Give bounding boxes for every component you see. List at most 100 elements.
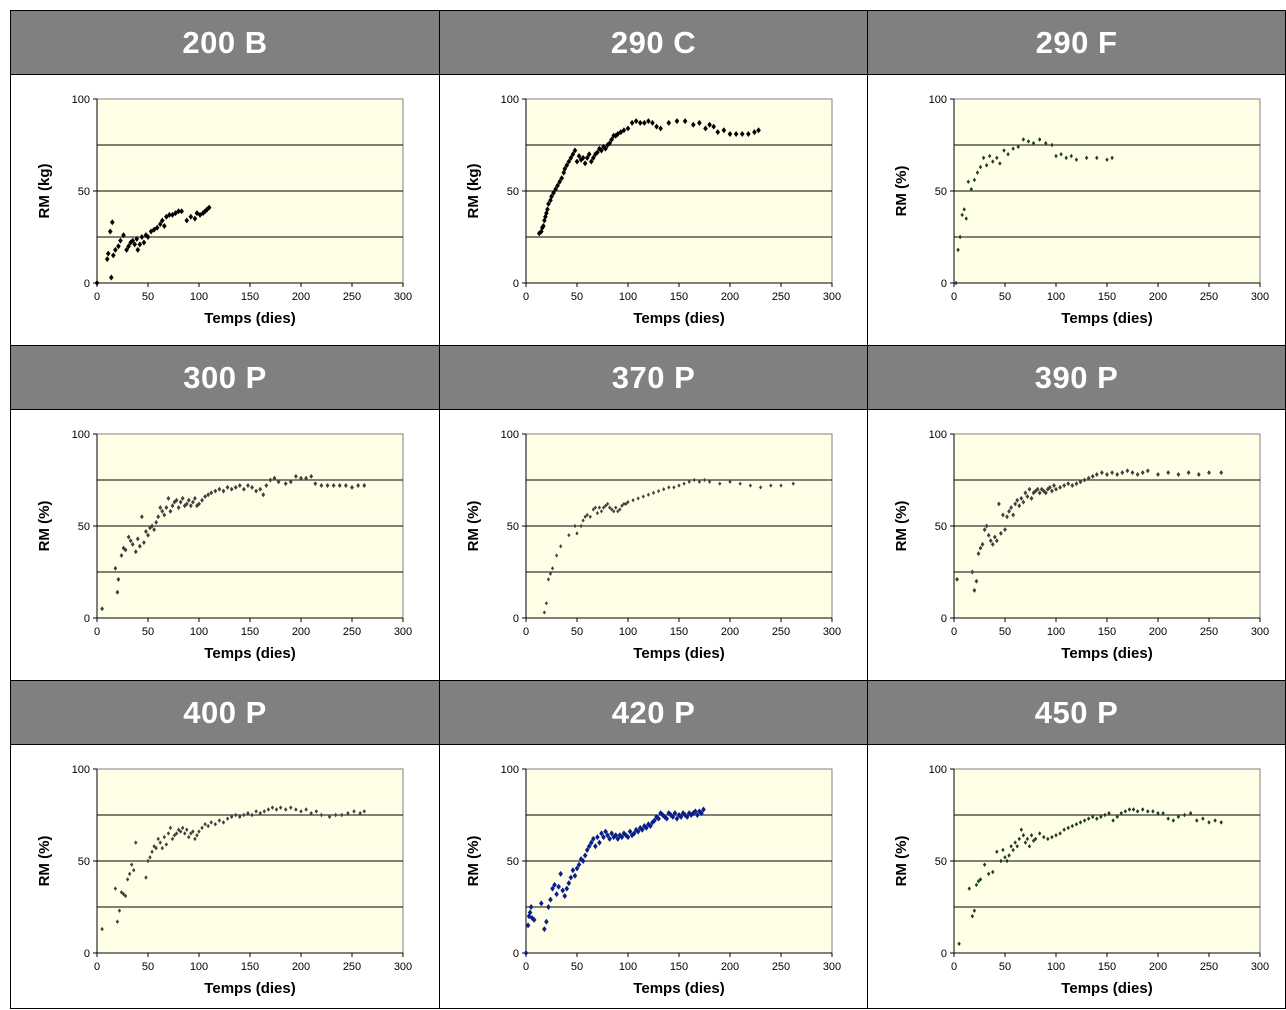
- data-point: [576, 861, 582, 868]
- data-point: [110, 219, 115, 226]
- x-axis-label: Temps (dies): [204, 310, 295, 327]
- x-axis-label: Temps (dies): [204, 645, 295, 662]
- data-point: [627, 828, 633, 835]
- data-point: [667, 485, 671, 490]
- data-point: [200, 210, 206, 217]
- data-point: [544, 918, 549, 925]
- data-point: [206, 204, 212, 211]
- y-tick-label: 0: [513, 948, 519, 960]
- x-tick-label: 0: [94, 291, 100, 303]
- data-point: [116, 576, 121, 582]
- data-point: [990, 541, 995, 547]
- data-point: [127, 871, 132, 877]
- data-point: [626, 500, 630, 505]
- x-tick-label: 100: [619, 961, 637, 973]
- data-point: [1031, 140, 1036, 146]
- data-point: [178, 499, 183, 505]
- scatter-chart: 0 50 100 150 200 250 300 0 50 100 Temps (dies) RM (…: [465, 429, 841, 662]
- data-point: [695, 812, 700, 818]
- data-point: [970, 569, 975, 575]
- data-point: [528, 904, 534, 910]
- data-point: [658, 125, 663, 132]
- data-point: [350, 484, 354, 490]
- data-point: [192, 215, 198, 222]
- x-axis-label: Temps (dies): [633, 645, 724, 662]
- data-point: [591, 507, 595, 512]
- data-point: [1017, 503, 1022, 509]
- data-point: [584, 846, 590, 853]
- data-point: [636, 496, 640, 501]
- data-point: [739, 130, 745, 137]
- y-axis-label: RM (%): [465, 836, 482, 887]
- data-point: [611, 834, 617, 841]
- data-point: [1003, 855, 1007, 860]
- x-tick-label: 0: [94, 961, 100, 973]
- data-point: [591, 154, 596, 161]
- data-point: [609, 830, 614, 837]
- data-point: [978, 164, 983, 170]
- data-point: [319, 812, 324, 818]
- data-point: [276, 479, 281, 485]
- data-point: [964, 216, 968, 221]
- x-tick-label: 300: [394, 626, 412, 638]
- data-point: [607, 835, 612, 842]
- data-point: [107, 228, 113, 235]
- data-point: [650, 819, 655, 826]
- x-tick-label: 250: [343, 291, 361, 303]
- x-tick-label: 250: [772, 291, 790, 303]
- x-tick-label: 200: [1149, 961, 1167, 973]
- data-point: [738, 481, 742, 486]
- data-point: [116, 243, 121, 250]
- data-point: [578, 156, 584, 163]
- data-point: [582, 852, 588, 859]
- data-point: [1015, 844, 1019, 849]
- data-point: [168, 825, 173, 831]
- data-point: [955, 576, 959, 582]
- x-tick-label: 150: [1098, 626, 1116, 638]
- data-point: [615, 835, 621, 842]
- data-point: [202, 208, 208, 215]
- chart-title: 450 P: [868, 681, 1285, 745]
- data-point: [1027, 486, 1032, 492]
- data-point: [299, 475, 303, 481]
- x-tick-label: 0: [523, 291, 529, 303]
- data-point: [646, 118, 651, 125]
- x-axis-label: Temps (dies): [1061, 645, 1152, 662]
- data-point: [1016, 144, 1020, 150]
- data-point: [170, 211, 175, 218]
- y-tick-label: 100: [72, 94, 90, 106]
- data-point: [662, 487, 666, 492]
- data-point: [690, 810, 696, 817]
- data-point: [1219, 470, 1224, 476]
- data-point: [610, 507, 614, 512]
- data-point: [333, 812, 338, 818]
- data-point: [582, 160, 588, 167]
- data-point: [94, 280, 100, 286]
- data-point: [1054, 486, 1058, 492]
- data-point: [1006, 151, 1010, 157]
- data-point: [309, 473, 314, 479]
- data-point: [1188, 810, 1193, 816]
- x-tick-label: 0: [951, 961, 957, 973]
- data-point: [666, 119, 672, 126]
- x-tick-label: 150: [1098, 291, 1116, 303]
- data-point: [162, 222, 167, 229]
- x-tick-label: 100: [619, 291, 637, 303]
- y-tick-label: 0: [941, 613, 947, 625]
- data-point: [1166, 816, 1170, 821]
- y-tick-label: 50: [78, 186, 90, 198]
- data-point: [552, 881, 557, 888]
- data-point: [104, 256, 110, 263]
- x-tick-label: 200: [1149, 626, 1167, 638]
- data-point: [564, 885, 570, 892]
- data-point: [553, 186, 558, 193]
- data-point: [134, 840, 138, 845]
- y-axis-label: RM (%): [893, 166, 910, 217]
- chart-panel: 400 P 0 50 100 150 200 250 300 0 50 100 Temps (dies…: [10, 680, 439, 1009]
- data-point: [1011, 512, 1016, 518]
- data-point: [525, 922, 531, 929]
- data-point: [999, 858, 1003, 864]
- y-tick-label: 50: [935, 521, 947, 533]
- data-point: [1059, 151, 1063, 157]
- x-tick-label: 100: [190, 626, 208, 638]
